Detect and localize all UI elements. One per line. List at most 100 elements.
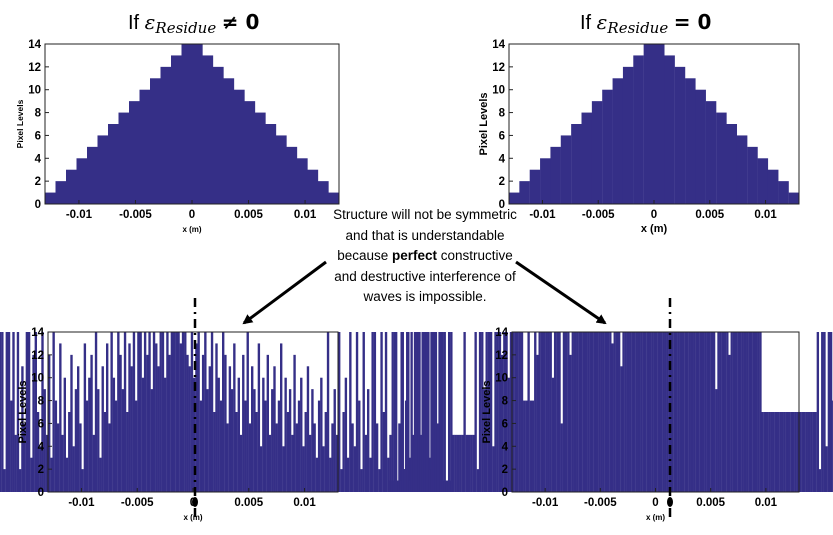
bar — [642, 332, 645, 492]
y-tick-label: 14 — [495, 327, 508, 339]
bar — [190, 332, 194, 492]
y-tick-label: 0 — [35, 199, 41, 211]
bar — [545, 332, 548, 492]
bar — [251, 366, 254, 492]
bar — [646, 332, 650, 492]
bar — [779, 412, 782, 492]
x-tick-label: -0.005 — [584, 497, 617, 509]
bar — [556, 332, 559, 492]
bar — [454, 434, 457, 492]
bar — [16, 332, 20, 492]
bar — [226, 423, 229, 492]
bar — [578, 332, 581, 492]
bar — [375, 423, 379, 492]
x-tick-label: -0.01 — [529, 209, 556, 221]
bar — [257, 343, 261, 492]
bar — [732, 332, 736, 492]
bar — [629, 332, 632, 492]
bar — [752, 332, 755, 492]
bar — [255, 412, 258, 492]
bar — [364, 434, 368, 492]
bar — [217, 377, 220, 492]
bar — [615, 332, 619, 492]
bar — [344, 377, 348, 492]
y-tick-label: 10 — [492, 85, 505, 97]
bar — [587, 332, 590, 492]
x-tick-label: 0 — [652, 497, 658, 509]
bar — [388, 480, 391, 492]
bar — [695, 89, 706, 204]
y-tick-label: 4 — [502, 441, 509, 453]
bar — [657, 332, 661, 492]
bar — [215, 343, 218, 492]
bar — [728, 354, 731, 492]
bar — [785, 412, 789, 492]
bar — [373, 332, 377, 492]
y-tick-label: 8 — [502, 396, 509, 408]
bar — [571, 124, 582, 204]
bar — [248, 423, 252, 492]
bar — [157, 366, 160, 492]
bar — [380, 332, 383, 492]
y-axis-label: Pixel Levels — [15, 99, 25, 148]
x-tick-label: 0.01 — [755, 497, 778, 509]
bar — [706, 332, 709, 492]
bar — [118, 112, 130, 204]
bar — [406, 332, 409, 492]
y-tick-label: 12 — [28, 62, 41, 74]
bar — [489, 332, 493, 492]
bar — [128, 343, 131, 492]
x-tick-label: 0.01 — [294, 209, 317, 221]
bar — [204, 332, 207, 492]
bar — [262, 377, 265, 492]
bar — [507, 377, 510, 492]
bar — [591, 101, 603, 204]
bar — [757, 332, 760, 492]
bar — [685, 78, 696, 204]
bar — [589, 332, 592, 492]
bar — [43, 389, 46, 492]
bar — [677, 332, 680, 492]
bar — [387, 457, 390, 492]
bar — [271, 389, 274, 492]
bar — [432, 332, 435, 492]
bar — [723, 332, 727, 492]
bar — [799, 412, 802, 492]
bar — [602, 89, 613, 204]
y-tick-label: 2 — [38, 464, 44, 476]
bar — [114, 400, 118, 492]
y-axis-label: Pixel Levels — [17, 381, 29, 444]
x-tick-label: -0.005 — [119, 209, 152, 221]
bar — [135, 400, 138, 492]
bar — [394, 332, 398, 492]
bar — [39, 446, 42, 492]
bar — [704, 332, 707, 492]
bar — [146, 354, 149, 492]
annotation-note: Structure will not be symmetric and that… — [330, 205, 520, 308]
bar — [268, 434, 272, 492]
bar — [81, 469, 84, 492]
bar — [87, 146, 98, 204]
bar — [778, 181, 789, 204]
bar — [761, 412, 764, 492]
bar — [309, 434, 312, 492]
bar — [763, 412, 767, 492]
bar — [393, 332, 397, 492]
bar — [816, 332, 820, 492]
bar — [88, 377, 91, 492]
bar — [459, 434, 462, 492]
bar — [152, 332, 156, 492]
bar — [76, 158, 88, 204]
bar — [441, 332, 444, 492]
bar — [553, 332, 557, 492]
bar — [712, 332, 716, 492]
bar — [434, 332, 438, 492]
title-right: If εResidue = 0 — [580, 10, 711, 37]
bar — [14, 434, 17, 492]
bar — [19, 469, 22, 492]
bar — [770, 412, 773, 492]
bar — [681, 332, 685, 492]
bar — [662, 332, 665, 492]
bar — [818, 469, 822, 492]
title-right-subscript: Residue — [607, 19, 669, 37]
